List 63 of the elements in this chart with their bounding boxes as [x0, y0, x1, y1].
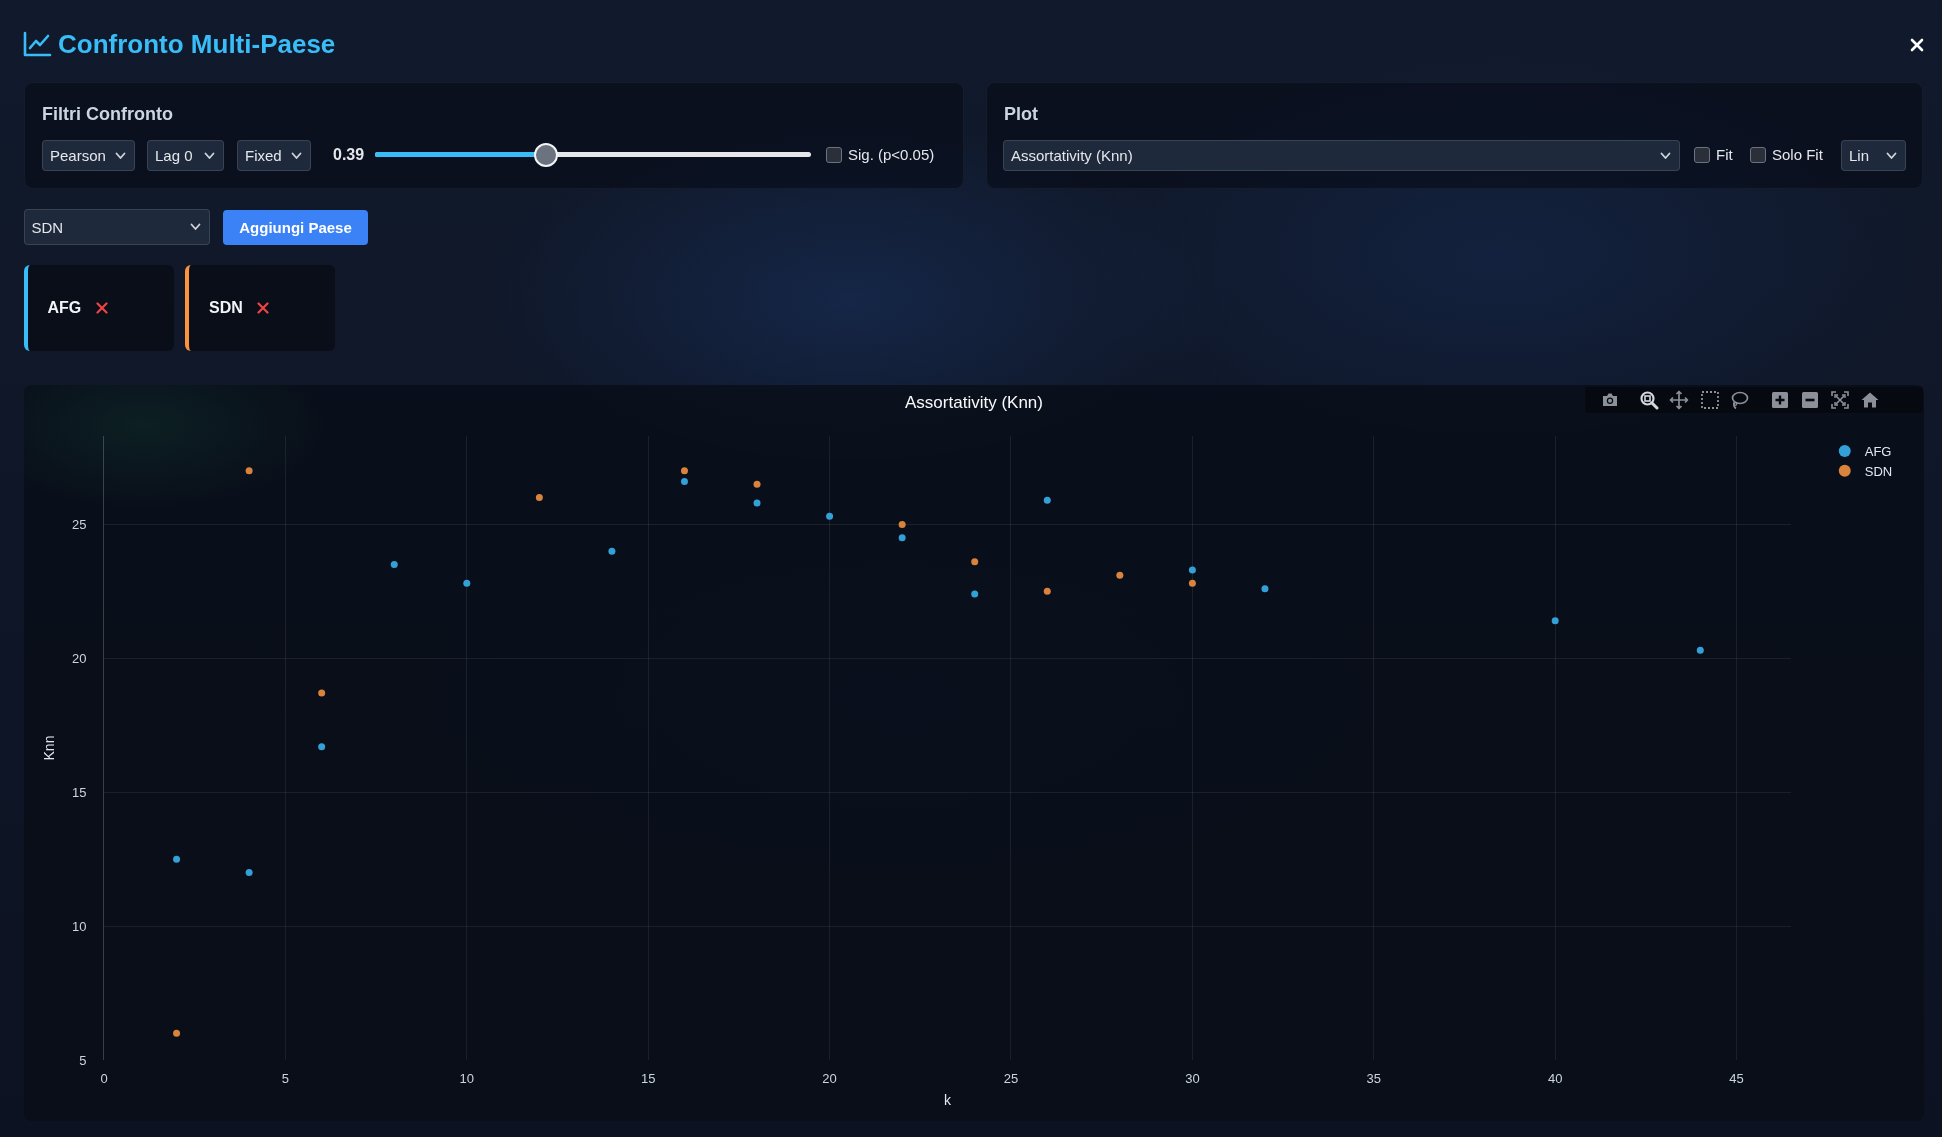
text: Confronto Multi-Paese: [58, 28, 336, 61]
text: Plot: [1004, 103, 1038, 125]
point: [462, 579, 470, 587]
point: [753, 499, 761, 507]
point: [1188, 579, 1196, 587]
dropdown: Pearson: [42, 140, 135, 171]
text: Sig. (p<0.05): [848, 145, 935, 165]
point: [898, 520, 906, 528]
dropdown: Assortativity (Knn): [1003, 140, 1680, 171]
x-tick-label: 10: [459, 1071, 474, 1086]
x-tick-label: 20: [821, 1071, 837, 1086]
y-tick-label: 5: [78, 1052, 86, 1068]
point: [245, 869, 253, 877]
point: [1551, 617, 1559, 625]
x-tick-label: 35: [1366, 1071, 1381, 1086]
point: [825, 512, 833, 520]
point: [1188, 566, 1196, 574]
chart-title: Assortativity (Knn): [904, 392, 1043, 412]
dropdown: Fixed: [237, 140, 311, 171]
x-tick-label: 45: [1728, 1071, 1744, 1086]
point: [970, 590, 978, 598]
x-tick-label: 15: [640, 1071, 655, 1086]
point: [1043, 587, 1051, 595]
legend-label: AFG: [1864, 444, 1891, 460]
point: [245, 467, 253, 475]
x-tick-label: 5: [281, 1071, 289, 1086]
point: [753, 480, 761, 488]
text: 0.39: [333, 145, 365, 165]
country-card: SDN: [185, 265, 335, 351]
y-tick-label: 20: [71, 650, 86, 666]
point: [1043, 496, 1051, 504]
point: [1115, 571, 1123, 579]
text: Filtri Confronto: [42, 103, 173, 125]
point: [898, 534, 906, 542]
dropdown: Lin: [1841, 140, 1906, 171]
point: [172, 855, 180, 863]
button: Aggiungi Paese: [223, 210, 368, 245]
y-tick-label: 25: [71, 516, 86, 532]
country-card: AFG: [23, 265, 174, 351]
point: [317, 689, 325, 697]
legend-label: SDN: [1864, 463, 1892, 479]
text: Fit: [1716, 145, 1733, 165]
x-tick-label: 30: [1184, 1071, 1200, 1086]
point: [390, 561, 398, 569]
point: [680, 478, 688, 486]
point: [317, 743, 325, 751]
dropdown: Lag 0: [147, 140, 224, 171]
x-axis-title: k: [943, 1092, 952, 1109]
x-tick-label: 40: [1547, 1071, 1562, 1086]
point: [1260, 585, 1268, 593]
y-tick-label: 10: [71, 918, 86, 934]
point: [1696, 646, 1704, 654]
point: [607, 547, 615, 555]
dropdown: SDN: [23, 209, 210, 245]
y-axis-title: Knn: [40, 735, 57, 761]
x-tick-label: 0: [99, 1071, 108, 1086]
text: Solo Fit: [1772, 145, 1823, 165]
point: [970, 558, 978, 566]
point: [680, 467, 688, 475]
point: [172, 1029, 180, 1037]
x-tick-label: 25: [1003, 1071, 1018, 1086]
y-tick-label: 15: [71, 784, 86, 800]
point: [535, 494, 543, 502]
